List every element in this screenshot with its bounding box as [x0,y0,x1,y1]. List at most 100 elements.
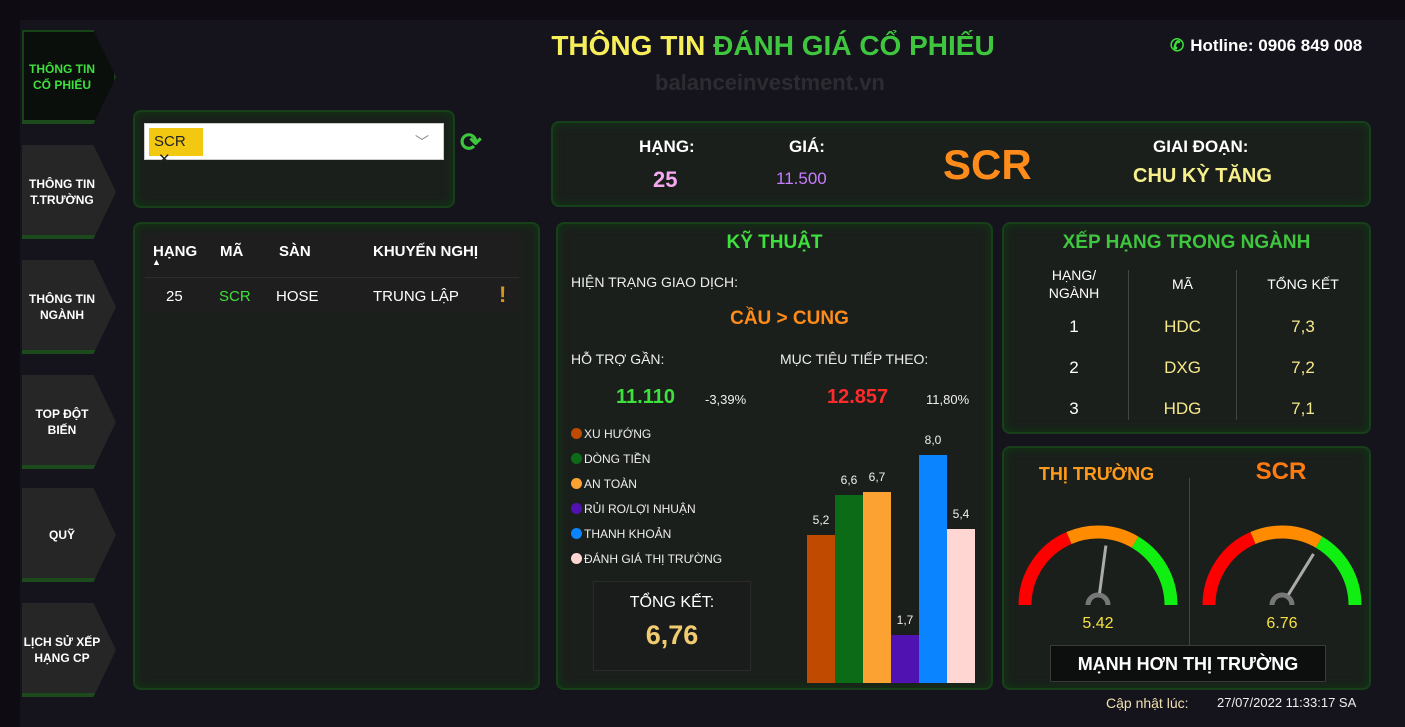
legend-item: THANH KHOẢN [571,521,722,546]
bar-2[interactable] [863,492,891,683]
stage-label: GIAI ĐOẠN: [1153,137,1249,156]
price-value: 11.500 [776,169,827,188]
chart-legend: XU HƯỚNG DÒNG TIỀN AN TOÀN RỦI RO/LỢI NHUẬN… [571,421,722,571]
title-part1: THÔNG TIN [551,30,714,61]
legend-item: AN TOÀN [571,471,722,496]
gauge-hub [1085,592,1111,606]
rank-label: HẠNG: [639,137,695,156]
nav-quy[interactable]: QUỸ [22,488,116,582]
ranking-header-rank: HẠNG/ NGÀNH [1048,267,1100,301]
ranking-score: 7,3 [1291,317,1315,336]
legend-dot [571,528,582,539]
legend-dot [571,503,582,514]
sort-asc-icon: ▲ [152,257,161,267]
status-value: CẦU > CUNG [730,308,849,329]
left-strip [0,0,20,727]
bar-3[interactable] [891,634,919,683]
ranking-header-code: MÃ [1172,276,1193,292]
legend-dot [571,453,582,464]
legend-label: DÒNG TIỀN [584,451,651,466]
bar-4[interactable] [919,455,947,683]
gauge-orange-segment [1066,525,1139,548]
nav-thong-tin-thi-truong[interactable]: THÔNG TIN T.TRƯỜNG [22,145,116,239]
watermark: balanceinvestment.vn [655,70,885,95]
gauge-red-segment [1202,532,1256,606]
total-label: TỔNG KẾT: [629,594,715,611]
ticker-select[interactable]: SCR ✕ ﹀ [144,123,444,168]
ranking-code: HDC [1164,317,1201,336]
divider [1236,270,1237,420]
bar-value-label: 8,0 [924,433,942,447]
header-san[interactable]: SÀN [279,243,311,260]
header-hang[interactable]: HẠNG [153,243,198,260]
gauge-stock-label: SCR [1255,458,1307,485]
gauge-green-segment [1131,536,1178,606]
target-label: MỤC TIÊU TIẾP THEO: [780,351,929,367]
header-ma[interactable]: MÃ [220,243,244,260]
gauge-value: 6.76 [1266,615,1297,632]
legend-item: ĐÁNH GIÁ THỊ TRƯỜNG [571,546,722,571]
hotline-text: Hotline: 0906 849 008 [1190,36,1363,55]
bar-5[interactable] [947,529,975,683]
target-value: 12.857 [827,386,889,408]
legend-dot [571,428,582,439]
bar-value-label: 1,7 [896,612,914,627]
nav-thong-tin-nganh[interactable]: THÔNG TIN NGÀNH [22,260,116,354]
bar-value-label: 5,4 [952,507,970,522]
status-label: HIỆN TRẠNG GIAO DỊCH: [571,274,738,290]
update-time: 27/07/2022 11:33:17 SA [1217,695,1357,710]
page-title: THÔNG TIN ĐÁNH GIÁ CỔ PHIẾU [400,30,1146,62]
bar-value-label: 5,2 [812,512,830,527]
ranking-row[interactable]: 2 DXG 7,2 [1004,358,1369,382]
bar-value-label: 6,6 [840,472,858,487]
legend-label: XU HƯỚNG [584,426,652,441]
ticker-value: SCR [943,141,1032,188]
row-rank: 25 [166,288,183,305]
ranking-row[interactable]: 1 HDC 7,3 [1004,317,1369,341]
table-row[interactable]: 25 SCR HOSE TRUNG LẬP ! [145,277,519,313]
legend-label: ĐÁNH GIÁ THỊ TRƯỜNG [584,551,723,566]
ranking-rank: 1 [1069,317,1079,336]
header-khuyen-nghi[interactable]: KHUYẾN NGHỊ [373,243,479,260]
ranking-title: XẾP HẠNG TRONG NGÀNH [1062,232,1311,253]
legend-item: DÒNG TIỀN [571,446,722,471]
legend-dot [571,553,582,564]
gauge-value: 5.42 [1082,615,1113,632]
title-part2: ĐÁNH GIÁ CỔ PHIẾU [713,30,995,61]
bar-value-label: 6,7 [868,470,886,485]
support-value: 11.110 [616,386,675,408]
technical-panel: KỸ THUẬT HIỆN TRẠNG GIAO DỊCH: CẦU > CUN… [556,222,993,690]
target-pct: 11,80% [926,392,970,407]
nav-lich-su-xep-hang[interactable]: LỊCH SỬ XẾP HẠNG CP [22,603,116,697]
score-bar-chart: 5,2 6,6 6,7 1,7 8,0 5,4 [807,224,977,683]
update-label: Cập nhật lúc: [1106,695,1189,711]
ranking-score: 7,2 [1291,358,1315,377]
ranking-score: 7,1 [1291,399,1315,418]
gauge-green-segment [1315,536,1362,606]
nav-top-dot-bien[interactable]: TOP ĐỘT BIẾN [22,375,116,469]
ranking-code: HDG [1163,399,1202,418]
nav-thong-tin-co-phieu[interactable]: THÔNG TIN CỔ PHIẾU [22,30,116,124]
chevron-down-icon[interactable]: ﹀ [415,134,429,150]
legend-item: RỦI RO/LỢI NHUẬN [571,496,722,521]
row-exchange: HOSE [276,288,319,305]
phone-icon: ✆ [1170,36,1185,55]
stage-value: CHU KỲ TĂNG [1133,165,1272,187]
chip-label: SCR [154,133,186,150]
stock-table-panel: HẠNG ▲ MÃ SÀN KHUYẾN NGHỊ 25 SCR HOSE TR… [133,222,540,690]
gauge-hub [1269,592,1295,606]
remove-chip-icon[interactable]: ✕ [158,151,171,168]
bar-0[interactable] [807,534,835,683]
refresh-icon[interactable]: ⟳ [460,127,482,157]
hotline: ✆ Hotline: 0906 849 008 [1170,36,1362,56]
divider [1128,270,1129,420]
legend-dot [571,478,582,489]
legend-label: THANH KHOẢN [584,526,672,541]
bar-1[interactable] [835,494,863,683]
ranking-code: DXG [1164,358,1201,377]
ranking-row[interactable]: 3 HDG 7,1 [1004,399,1369,423]
total-box: TỔNG KẾT: 6,76 [593,581,751,671]
legend-label: AN TOÀN [584,476,637,491]
gauge-needle [1098,545,1108,594]
gauge-panel: THỊ TRƯỜNG SCR 5.42 6.76 MẠNH HƠN THỊ TRƯ… [1002,446,1371,690]
